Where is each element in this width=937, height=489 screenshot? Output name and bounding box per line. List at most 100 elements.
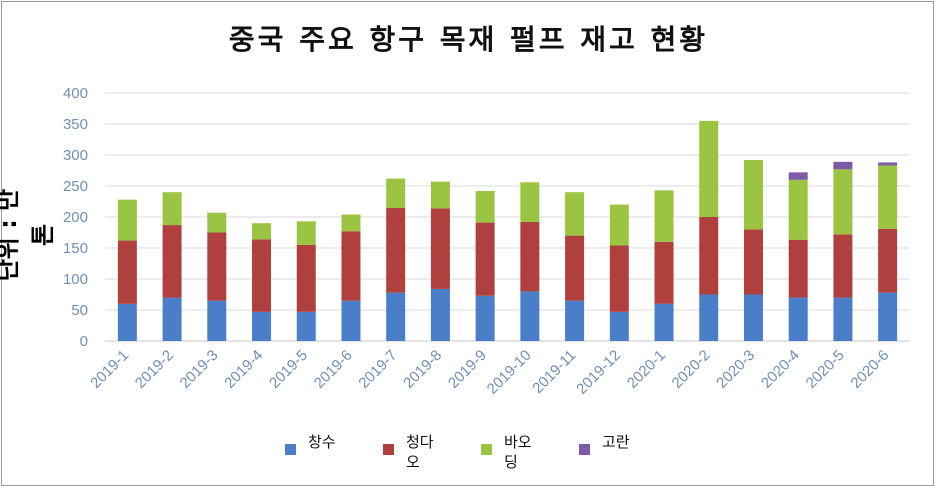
- legend-label-goran: 고란: [602, 433, 630, 451]
- bar-segment-1-8: [475, 222, 495, 296]
- x-tick-label: 2019-2: [132, 347, 177, 392]
- chart-title: 중국 주요 항구 목재 펄프 재고 현황: [228, 23, 709, 56]
- bar-segment-0-8: [475, 295, 495, 341]
- x-tick-label: 2020-2: [669, 347, 714, 392]
- bar-segment-1-4: [296, 244, 316, 312]
- bar-segment-1-11: [609, 245, 629, 312]
- y-tick-label: 400: [63, 85, 88, 102]
- legend-label-qingdao: 청다오: [406, 433, 434, 471]
- legend-item-baoding: 바오딩: [481, 432, 540, 472]
- legend-swatch-goran: [579, 444, 590, 455]
- x-tick-label: 2020-5: [803, 347, 848, 392]
- bar-segment-2-11: [609, 204, 629, 246]
- legend-item-qingdao: 청다오: [383, 432, 442, 472]
- y-tick-label: 0: [80, 333, 88, 350]
- x-tick-label: 2020-6: [847, 347, 892, 392]
- bar-segment-1-12: [654, 241, 674, 304]
- legend-swatch-changsu: [285, 444, 296, 455]
- bar-segment-1-16: [833, 234, 853, 298]
- y-tick-labels: 0 50 100 150 200 250 300 350 400: [63, 85, 88, 350]
- legend: 창수 청다오 바오딩 고란: [285, 432, 685, 476]
- bar-segment-0-7: [430, 288, 450, 341]
- bar-segment-0-11: [609, 311, 629, 341]
- x-tick-label: 2019-1: [87, 347, 132, 392]
- x-tick-label: 2019-4: [221, 347, 266, 392]
- bar-segment-2-1: [162, 192, 182, 226]
- bar-segment-2-7: [430, 181, 450, 209]
- legend-label-baoding: 바오딩: [504, 433, 532, 471]
- bar-segment-3-17: [878, 162, 898, 166]
- bar-segment-0-4: [296, 311, 316, 341]
- legend-swatch-baoding: [481, 444, 492, 455]
- x-tick-labels: 2019-1 2019-2 2019-3 2019-4 2019-5 2019-6 2019…: [87, 347, 892, 398]
- bar-segment-0-9: [520, 291, 540, 341]
- x-tick-label: 2019-7: [355, 347, 400, 392]
- bar-segment-2-15: [788, 179, 808, 240]
- bars: [117, 120, 898, 341]
- x-tick-label: 2020-1: [624, 347, 669, 392]
- bar-segment-1-14: [743, 229, 763, 295]
- bar-segment-1-6: [386, 207, 406, 293]
- bar-segment-1-13: [699, 217, 719, 295]
- y-tick-label: 200: [63, 209, 88, 226]
- bar-segment-0-13: [699, 294, 719, 341]
- bar-segment-1-17: [878, 228, 898, 293]
- bar-segment-0-14: [743, 294, 763, 341]
- y-tick-label: 250: [63, 178, 88, 195]
- x-tick-label: 2019-6: [311, 347, 356, 392]
- bar-segment-1-7: [430, 208, 450, 289]
- bar-segment-3-15: [788, 172, 808, 180]
- bar-segment-1-10: [565, 235, 585, 301]
- x-tick-label: 2020-4: [758, 347, 803, 392]
- bar-segment-0-3: [252, 311, 272, 341]
- bar-segment-2-0: [117, 199, 137, 241]
- bar-segment-2-12: [654, 190, 674, 242]
- bar-segment-2-8: [475, 190, 495, 223]
- bar-segment-1-15: [788, 239, 808, 298]
- x-tick-label: 2019-12: [573, 347, 624, 398]
- bar-segment-2-9: [520, 182, 540, 222]
- x-tick-label: 2019-5: [266, 347, 311, 392]
- x-tick-label: 2019-8: [400, 347, 445, 392]
- bar-segment-0-15: [788, 297, 808, 341]
- bar-segment-0-6: [386, 292, 406, 341]
- legend-item-changsu: 창수: [285, 432, 344, 455]
- bar-segment-2-17: [878, 165, 898, 229]
- legend-label-changsu: 창수: [308, 433, 336, 451]
- bar-segment-0-12: [654, 303, 674, 341]
- bar-segment-2-10: [565, 192, 585, 236]
- bar-segment-2-2: [207, 212, 227, 233]
- bar-segment-1-2: [207, 232, 227, 301]
- x-tick-label: 2019-3: [177, 347, 222, 392]
- legend-swatch-qingdao: [383, 444, 394, 455]
- bar-segment-1-9: [520, 221, 540, 292]
- bar-segment-0-17: [878, 292, 898, 341]
- bar-segment-1-3: [252, 239, 272, 312]
- x-tick-label: 2019-11: [529, 347, 579, 397]
- bar-segment-0-16: [833, 297, 853, 341]
- bar-segment-1-0: [117, 240, 137, 304]
- bar-segment-2-3: [252, 223, 272, 240]
- bar-segment-2-6: [386, 178, 406, 208]
- bar-segment-2-13: [699, 120, 719, 217]
- y-tick-label: 350: [63, 116, 88, 133]
- y-tick-label: 50: [71, 302, 88, 319]
- y-tick-label: 150: [63, 240, 88, 257]
- bar-segment-1-5: [341, 231, 361, 301]
- x-tick-label: 2020-3: [713, 347, 758, 392]
- y-tick-label: 100: [63, 271, 88, 288]
- bar-segment-1-1: [162, 225, 182, 298]
- legend-item-goran: 고란: [579, 432, 638, 455]
- bar-segment-0-10: [565, 300, 585, 341]
- bar-segment-2-4: [296, 221, 316, 245]
- bar-segment-2-5: [341, 214, 361, 232]
- bar-segment-0-1: [162, 297, 182, 341]
- bar-segment-0-5: [341, 300, 361, 341]
- y-tick-label: 300: [63, 147, 88, 164]
- bar-segment-3-16: [833, 161, 853, 170]
- gridlines: [105, 92, 910, 342]
- bar-segment-2-16: [833, 169, 853, 235]
- bar-segment-2-14: [743, 159, 763, 230]
